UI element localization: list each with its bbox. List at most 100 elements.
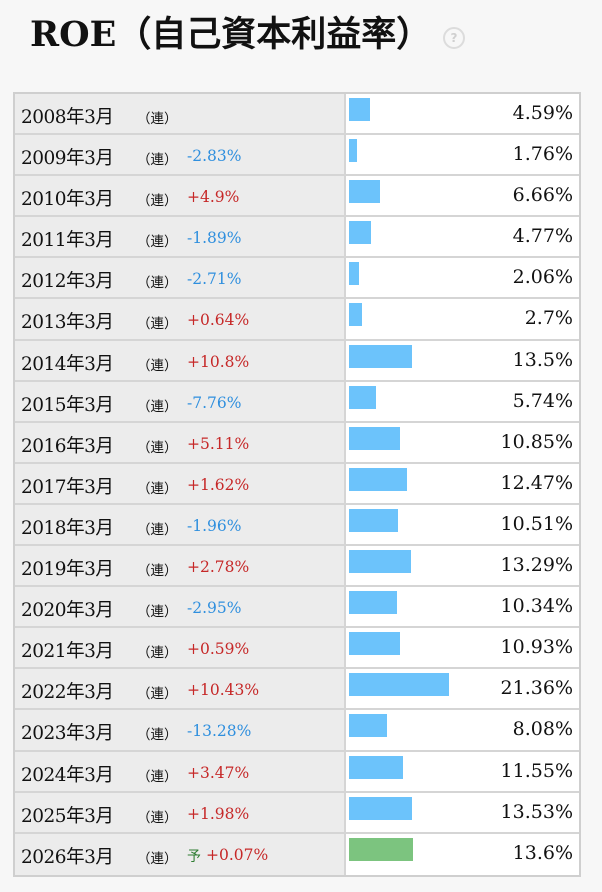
consolidated-badge: （連） xyxy=(137,111,178,127)
row-value-cell: 8.08% xyxy=(346,710,579,750)
consolidated-badge: （連） xyxy=(137,357,178,374)
row-value-cell: 2.7% xyxy=(346,299,579,339)
row-value-cell: 11.55% xyxy=(346,751,579,791)
row-label-cell: 2016年3月 （連） +5.11% xyxy=(15,422,346,462)
yoy-change-label: +0.64% xyxy=(187,311,250,330)
table-row: 2016年3月 （連） +5.11% 10.85% xyxy=(15,422,579,464)
period-label: 2016年3月 xyxy=(21,435,114,457)
row-value-cell: 13.29% xyxy=(346,546,579,586)
table-row: 2018年3月 （連） -1.96% 10.51% xyxy=(15,504,579,547)
consolidated-badge: （連） xyxy=(137,604,178,621)
value-bar xyxy=(349,139,357,163)
yoy-change-label: +1.98% xyxy=(187,804,250,823)
period-label: 2010年3月 xyxy=(21,189,114,211)
row-value-cell: 21.36% xyxy=(346,669,579,709)
period-label: 2020年3月 xyxy=(21,600,114,622)
consolidated-badge: （連） xyxy=(137,645,178,662)
period-label: 2017年3月 xyxy=(21,476,114,498)
value-bar xyxy=(349,180,380,204)
row-value-cell: 10.51% xyxy=(346,504,579,545)
row-value-cell: 13.5% xyxy=(346,340,579,380)
row-label-cell: 2010年3月 （連） +4.9% xyxy=(15,176,346,216)
consolidated-badge: （連） xyxy=(137,850,178,867)
row-value-cell: 4.59% xyxy=(346,94,579,134)
period-label: 2011年3月 xyxy=(21,230,114,252)
roe-value-label: 10.51% xyxy=(500,512,573,535)
forecast-bar xyxy=(349,837,413,861)
consolidated-badge: （連） xyxy=(137,686,178,703)
yoy-change-label: -7.76% xyxy=(187,393,242,412)
consolidated-badge: （連） xyxy=(137,316,178,333)
value-bar xyxy=(349,98,370,121)
row-label-cell: 2019年3月 （連） +2.78% xyxy=(15,546,346,586)
yoy-change-label: +0.07% xyxy=(206,845,269,864)
value-bar xyxy=(349,221,371,245)
value-bar xyxy=(349,303,362,327)
yoy-change-label: -13.28% xyxy=(187,722,252,741)
yoy-change-label: +2.78% xyxy=(187,558,250,577)
row-value-cell: 10.85% xyxy=(346,422,579,462)
table-row: 2011年3月 （連） -1.89% 4.77% xyxy=(15,217,579,259)
consolidated-badge: （連） xyxy=(137,275,178,292)
row-label-cell: 2026年3月 （連） 予 +0.07% xyxy=(15,833,346,875)
roe-value-label: 10.93% xyxy=(500,636,573,659)
roe-value-label: 10.85% xyxy=(500,430,573,453)
consolidated-badge: （連） xyxy=(137,234,178,251)
value-bar xyxy=(349,550,411,574)
table-row: 2017年3月 （連） +1.62% 12.47% xyxy=(15,463,579,505)
consolidated-badge: （連） xyxy=(137,439,178,456)
table-row: 2019年3月 （連） +2.78% 13.29% xyxy=(15,546,579,588)
roe-value-label: 13.6% xyxy=(512,841,573,864)
value-bar xyxy=(349,591,397,615)
table-row: 2014年3月 （連） +10.8% 13.5% xyxy=(15,340,579,382)
row-label-cell: 2009年3月 （連） -2.83% xyxy=(15,135,346,175)
consolidated-badge: （連） xyxy=(137,563,178,580)
roe-value-label: 4.77% xyxy=(512,225,573,248)
consolidated-badge: （連） xyxy=(137,480,178,497)
row-label-cell: 2014年3月 （連） +10.8% xyxy=(15,340,346,380)
table-row: 2015年3月 （連） -7.76% 5.74% xyxy=(15,381,579,423)
row-value-cell: 13.6% xyxy=(346,833,579,875)
roe-value-label: 6.66% xyxy=(512,184,573,207)
period-label: 2009年3月 xyxy=(21,148,114,170)
roe-value-label: 13.5% xyxy=(512,348,573,371)
period-label: 2012年3月 xyxy=(21,271,114,293)
table-row: 2020年3月 （連） -2.95% 10.34% xyxy=(15,587,579,629)
row-label-cell: 2015年3月 （連） -7.76% xyxy=(15,381,346,421)
yoy-change-label: +4.9% xyxy=(187,188,240,207)
period-label: 2023年3月 xyxy=(21,723,114,745)
consolidated-badge: （連） xyxy=(137,809,178,826)
period-label: 2019年3月 xyxy=(21,559,114,581)
roe-value-label: 1.76% xyxy=(512,143,573,166)
roe-value-label: 11.55% xyxy=(500,759,573,782)
consolidated-badge: （連） xyxy=(137,152,178,169)
row-label-cell: 2024年3月 （連） +3.47% xyxy=(15,751,346,791)
question-circle-icon[interactable]: ? xyxy=(443,27,465,49)
row-label-cell: 2021年3月 （連） +0.59% xyxy=(15,628,346,668)
table-row: 2021年3月 （連） +0.59% 10.93% xyxy=(15,628,579,670)
period-label: 2018年3月 xyxy=(21,517,114,539)
value-bar xyxy=(349,385,376,409)
forecast-mark: 予 xyxy=(187,848,201,865)
value-bar xyxy=(349,796,412,820)
yoy-change-label: -1.96% xyxy=(187,516,242,535)
roe-value-label: 2.06% xyxy=(512,266,573,289)
value-bar xyxy=(349,632,400,656)
yoy-change-label: -2.95% xyxy=(187,599,242,618)
value-bar xyxy=(349,508,398,532)
value-bar xyxy=(349,673,449,697)
row-label-cell: 2013年3月 （連） +0.64% xyxy=(15,299,346,339)
yoy-change-label: +0.59% xyxy=(187,640,250,659)
page-title: ROE（自己資本利益率） xyxy=(30,14,432,55)
value-bar xyxy=(349,426,400,450)
consolidated-badge: （連） xyxy=(137,193,178,210)
table-row: 2025年3月 （連） +1.98% 13.53% xyxy=(15,792,579,834)
row-value-cell: 2.06% xyxy=(346,258,579,298)
consolidated-badge: （連） xyxy=(137,521,178,538)
roe-value-label: 13.29% xyxy=(500,554,573,577)
row-label-cell: 2020年3月 （連） -2.95% xyxy=(15,587,346,627)
roe-value-label: 2.7% xyxy=(524,307,573,330)
period-label: 2008年3月 xyxy=(21,107,114,128)
yoy-change-label: -2.83% xyxy=(187,147,242,166)
table-row: 2026年3月 （連） 予 +0.07% 13.6% xyxy=(15,833,579,875)
